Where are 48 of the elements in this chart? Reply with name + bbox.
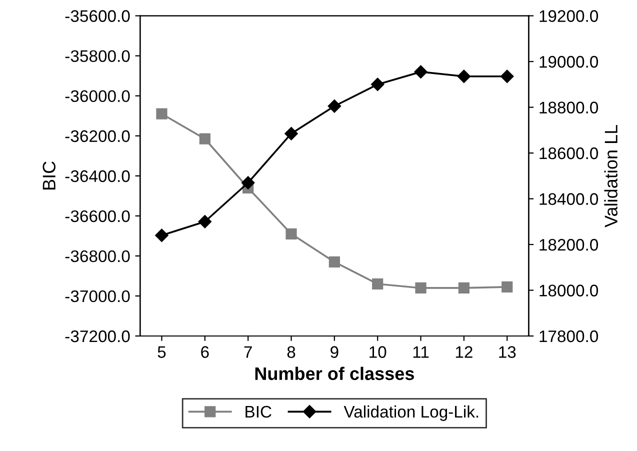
x-tick-label: 12 — [456, 346, 472, 358]
y2-tick-label: 19000.0 — [540, 56, 598, 68]
x-tick-label: 7 — [244, 346, 252, 358]
y-tick-label: -36000.0 — [65, 90, 130, 102]
x-axis-title: Number of classes — [255, 366, 414, 380]
y-tick-label: -37200.0 — [65, 330, 130, 342]
legend-label: BIC — [246, 406, 272, 418]
point — [372, 278, 384, 290]
x-tick-label: 13 — [499, 346, 516, 358]
y2-tick-label: 18600.0 — [540, 147, 598, 160]
point — [457, 70, 471, 83]
point — [241, 176, 255, 190]
point — [328, 100, 342, 113]
point — [371, 78, 384, 91]
x-tick-label: 11 — [413, 346, 429, 358]
point — [284, 126, 298, 140]
y2-tick-label: 18400.0 — [540, 193, 598, 205]
y-tick-label: -35600.0 — [65, 10, 130, 22]
point — [328, 256, 340, 268]
point — [286, 228, 297, 240]
y-tick-label: -36600.0 — [65, 210, 130, 222]
x-tick-label: 10 — [370, 346, 386, 358]
point — [500, 70, 514, 83]
y2-tick-label: 18800.0 — [540, 102, 598, 114]
point — [502, 281, 513, 293]
point — [199, 133, 210, 144]
legend-label: Validation Log-Lik. — [344, 405, 478, 421]
x-tick-label: 8 — [287, 346, 296, 358]
y2-tick-label: 17800.0 — [540, 330, 598, 342]
y2-tick-label: 18000.0 — [540, 284, 598, 296]
point — [198, 215, 212, 228]
point — [156, 108, 168, 120]
point — [414, 65, 428, 78]
point — [458, 282, 470, 294]
y-tick-label: -36200.0 — [65, 130, 130, 142]
y-axis-title: BIC — [42, 162, 56, 190]
y-tick-label: -37000.0 — [65, 290, 130, 302]
y2-tick-label: 18200.0 — [540, 238, 598, 251]
y2-tick-label: 19200.0 — [540, 10, 598, 22]
x-tick-label: 5 — [158, 346, 166, 358]
x-tick-label: 6 — [201, 346, 209, 358]
point — [415, 282, 426, 294]
y-tick-label: -35800.0 — [65, 50, 130, 62]
y-tick-label: -36400.0 — [65, 170, 130, 182]
point — [155, 228, 168, 242]
y2-axis-title: Validation LL — [604, 124, 618, 228]
x-tick-label: 9 — [330, 346, 338, 358]
y-tick-label: -36800.0 — [65, 250, 130, 262]
